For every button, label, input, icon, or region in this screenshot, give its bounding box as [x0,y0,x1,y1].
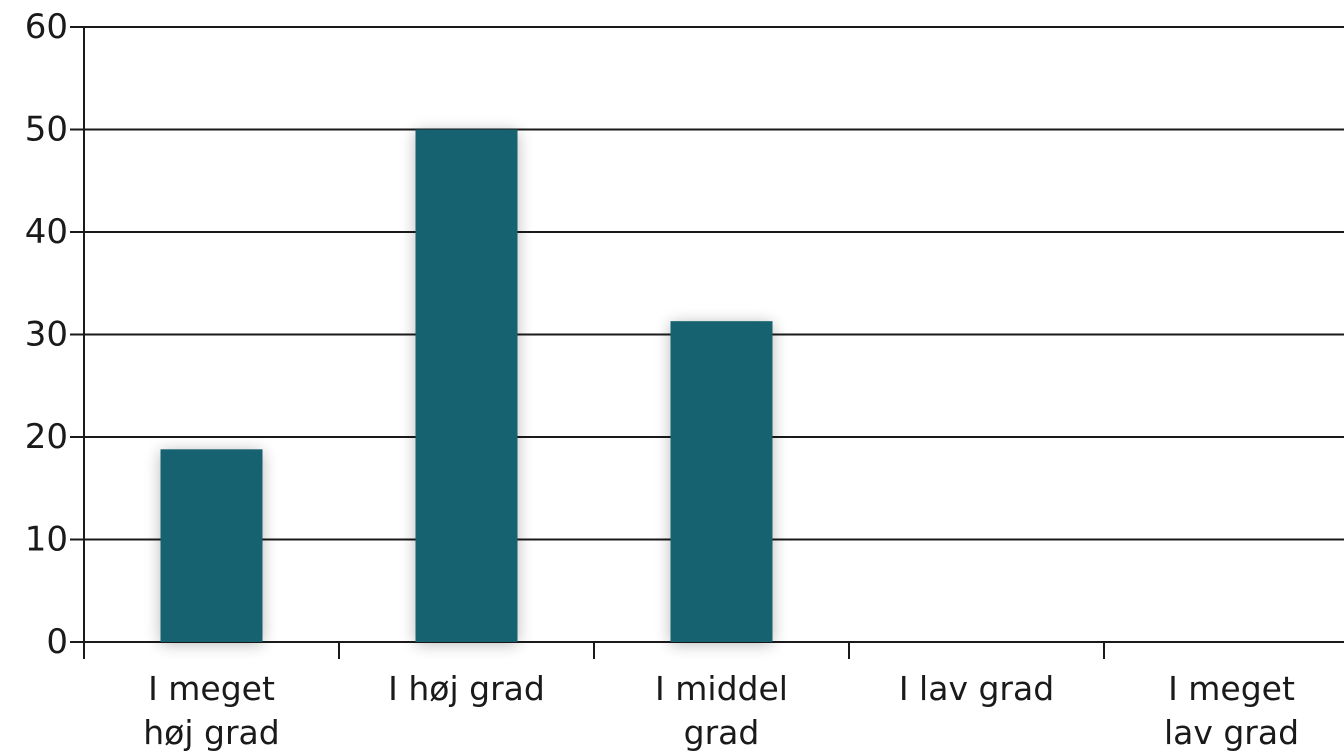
bar-0 [160,449,263,642]
y-tick-label: 0 [46,622,68,662]
category-label-line: I lav grad [899,669,1054,708]
y-tick-label: 10 [25,520,68,560]
category-label-line: grad [684,713,760,752]
category-label: I meget høj grad [143,669,279,752]
category-label-line: høj grad [143,713,279,752]
category-label-line: I middel [655,669,788,708]
y-tick-label: 50 [25,110,68,150]
y-tick-label: 60 [25,7,68,47]
y-tick-labels: 0 10 20 30 40 50 60 [25,7,68,662]
category-label-line: I meget [1168,669,1295,708]
category-label-line: I høj grad [388,669,545,708]
y-tick-label: 40 [25,212,68,252]
category-label: I høj grad [388,669,545,708]
category-label: I middel grad [655,669,788,752]
axes [70,26,1105,659]
category-label: I lav grad [899,669,1054,708]
bars [160,129,773,642]
bar-2 [670,321,773,642]
category-label-line: I meget [148,669,275,708]
bar-1 [415,129,518,642]
category-label-line: lav grad [1164,713,1299,752]
category-label: I meget lav grad [1164,669,1299,752]
y-tick-label: 20 [25,417,68,457]
y-tick-label: 30 [25,315,68,355]
x-category-labels: I meget høj grad I høj grad I middel grad I l… [143,669,1299,752]
